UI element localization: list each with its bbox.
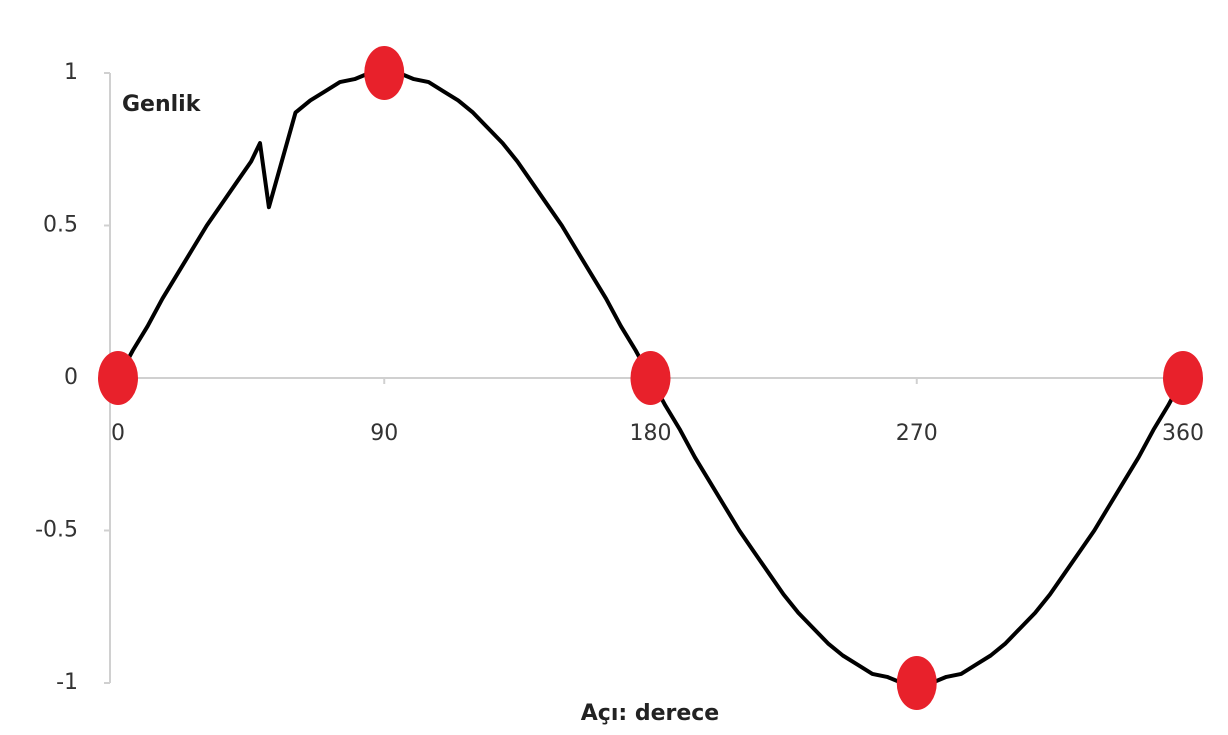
- marker: [98, 351, 138, 405]
- y-tick-label: -1: [56, 670, 78, 695]
- x-tick-label: 360: [1162, 421, 1204, 446]
- marker: [364, 46, 405, 100]
- x-tick-label: 270: [896, 421, 938, 446]
- x-tick-label: 0: [111, 421, 125, 446]
- marker: [1163, 351, 1203, 405]
- marker: [630, 351, 671, 405]
- x-axis-label: Açı: derece: [581, 701, 719, 726]
- x-tick-label: 90: [370, 421, 398, 446]
- y-axis-label: Genlik: [122, 92, 202, 117]
- y-tick-label: 0: [64, 365, 78, 390]
- y-tick-label: 0.5: [43, 213, 78, 238]
- x-tick-label: 180: [630, 421, 672, 446]
- y-tick-label: -0.5: [35, 518, 78, 543]
- y-tick-label: 1: [64, 60, 78, 85]
- marker: [896, 656, 937, 710]
